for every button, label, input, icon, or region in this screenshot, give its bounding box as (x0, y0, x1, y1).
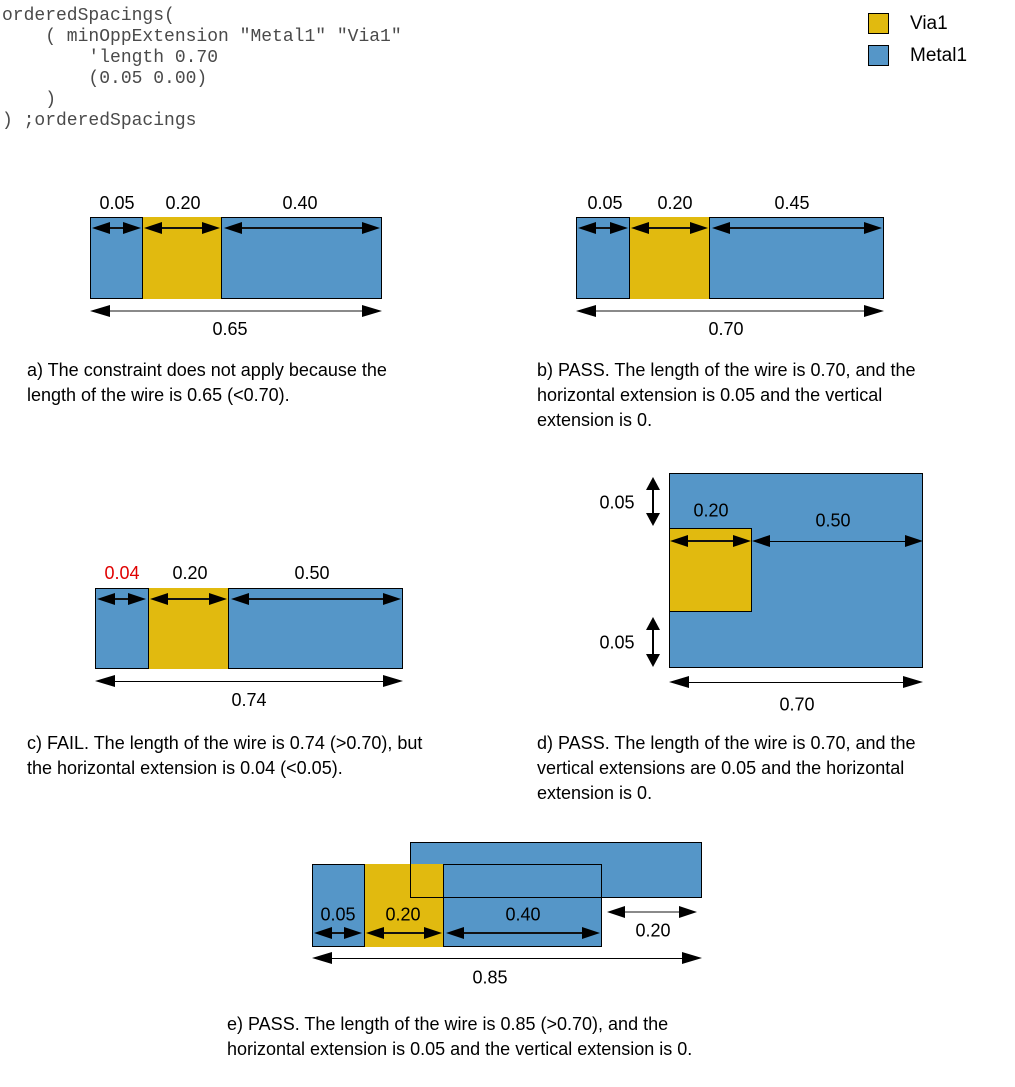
dim-label: 0.45 (774, 193, 810, 213)
overhang-arrow (607, 906, 697, 918)
dimension-arrow (670, 535, 751, 547)
dim-label: 0.05 (99, 193, 135, 213)
dim-label: 0.20 (385, 904, 421, 925)
dimension-arrow (224, 222, 380, 234)
metal1-wire (95, 588, 403, 669)
dim-label: 0.40 (282, 193, 318, 213)
caption-a: a) The constraint does not apply because… (27, 360, 387, 405)
dimension-arrow (712, 222, 882, 234)
dim-label: 0.05 (587, 193, 623, 213)
total-label: 0.70 (779, 694, 815, 715)
vertical-extension-arrow (646, 477, 660, 526)
code-listing: orderedSpacings( ( minOppExtension "Meta… (2, 6, 402, 131)
caption-b: b) PASS. The length of the wire is 0.70,… (537, 360, 916, 430)
dim-label: 0.20 (165, 193, 201, 213)
dim-label: 0.05 (599, 632, 635, 653)
figure-b-diagram: 0.05 0.20 0.45 0.70 (576, 193, 884, 343)
dimension-arrow (578, 222, 628, 234)
metal1-wire-upper-outline (410, 842, 702, 898)
legend-label-via1: Via1 (910, 13, 948, 34)
dim-label-fail: 0.04 (104, 563, 140, 583)
vertical-extension-arrow (646, 617, 660, 667)
dimension-arrow (97, 593, 146, 605)
total-label: 0.65 (212, 319, 248, 339)
total-label: 0.74 (231, 690, 267, 710)
dim-label: 0.50 (294, 563, 330, 583)
legend-swatch-metal1 (868, 45, 889, 66)
total-length-arrow (90, 305, 382, 317)
legend-swatch-via1 (868, 13, 889, 34)
dimension-arrow (631, 222, 708, 234)
legend-label-metal1: Metal1 (910, 45, 968, 66)
figure-e-diagram: 0.05 0.20 0.40 0.20 0.85 (312, 838, 712, 990)
caption-d: d) PASS. The length of the wire is 0.70,… (537, 733, 916, 803)
total-label: 0.70 (708, 319, 744, 339)
figure-a-diagram: 0.05 0.20 0.40 0.65 (90, 193, 382, 343)
caption-c: c) FAIL. The length of the wire is 0.74 … (27, 733, 423, 778)
figure-c-diagram: 0.04 0.20 0.50 0.74 (95, 563, 403, 718)
figure-d-diagram: 0.05 0.20 0.50 0.05 0.70 (599, 466, 940, 718)
total-length-arrow (312, 952, 702, 964)
total-length-arrow (576, 305, 884, 317)
dim-label: 0.05 (320, 904, 356, 925)
dim-label: 0.20 (657, 193, 693, 213)
dim-label: 0.20 (172, 563, 208, 583)
dim-label: 0.40 (505, 904, 541, 925)
total-label: 0.85 (472, 967, 508, 988)
dim-label: 0.05 (599, 492, 635, 513)
dimension-arrow (752, 535, 923, 547)
caption-e: e) PASS. The length of the wire is 0.85 … (227, 1014, 693, 1059)
dimension-arrow (231, 593, 401, 605)
dim-label: 0.50 (815, 510, 851, 531)
dimension-arrow (150, 593, 227, 605)
dim-label: 0.20 (635, 920, 671, 941)
dimension-arrow (92, 222, 141, 234)
dimension-arrow (446, 927, 600, 939)
total-length-arrow (669, 676, 923, 688)
dimension-arrow (314, 927, 362, 939)
dimension-arrow (144, 222, 220, 234)
dimension-arrow (366, 927, 442, 939)
total-length-arrow (95, 675, 403, 687)
dim-label: 0.20 (693, 500, 729, 521)
